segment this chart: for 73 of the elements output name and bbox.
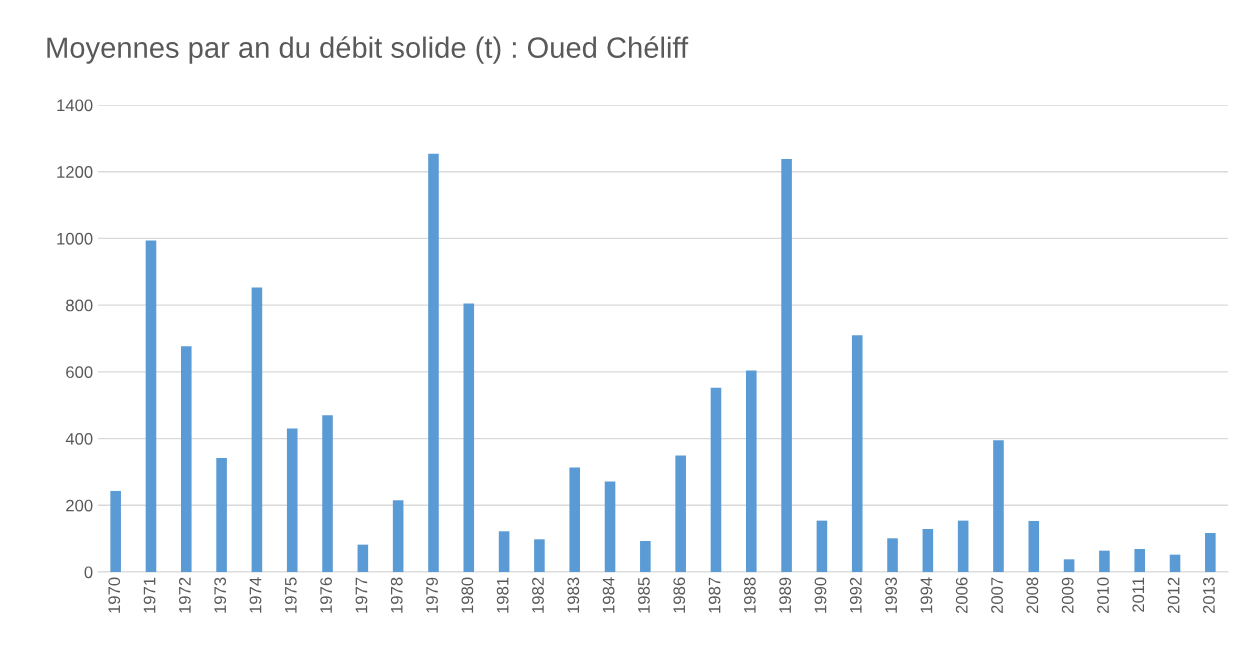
x-tick-label: 1976 <box>320 577 333 613</box>
x-tick-label: 1973 <box>214 577 227 613</box>
bar <box>428 153 439 572</box>
x-tick-label: 1980 <box>461 577 474 613</box>
x-tick-label: 1994 <box>920 577 933 613</box>
bar <box>1169 554 1181 572</box>
y-tick-label: 1200 <box>57 166 93 178</box>
y-tick-label: 0 <box>84 566 93 579</box>
x-tick-label: 1978 <box>390 577 403 613</box>
bar <box>322 415 333 572</box>
x-tick-label: 2006 <box>955 577 968 614</box>
y-tick-label: 600 <box>66 366 93 379</box>
bar <box>745 370 757 572</box>
x-tick-label: 1988 <box>743 577 756 613</box>
y-tick-label: 1000 <box>57 232 93 245</box>
bar <box>1134 548 1146 572</box>
bar <box>816 520 828 572</box>
bar <box>957 520 969 572</box>
bar <box>993 440 1004 572</box>
bar <box>887 538 898 572</box>
y-tick-label: 400 <box>65 432 93 445</box>
bar <box>922 528 934 572</box>
x-tick-label: 1993 <box>885 577 898 613</box>
bar <box>463 303 475 572</box>
bar <box>180 346 192 572</box>
x-tick-label: 1975 <box>284 577 297 613</box>
x-tick-label: 1990 <box>814 577 827 613</box>
x-tick-label: 2010 <box>1097 577 1109 614</box>
bar <box>534 539 545 572</box>
x-tick-label: 1971 <box>143 577 156 613</box>
bar <box>498 531 510 572</box>
bar <box>675 455 686 572</box>
bar <box>1063 559 1075 572</box>
x-tick-label: 1972 <box>178 577 191 613</box>
x-tick-label: 2009 <box>1061 577 1074 614</box>
x-tick-label: 1992 <box>849 577 862 613</box>
x-tick-label: 1985 <box>638 577 650 613</box>
bar <box>145 240 157 572</box>
bar <box>1205 532 1216 572</box>
x-tick-label: 1977 <box>355 577 368 613</box>
y-tick-label: 1400 <box>57 99 93 112</box>
bar <box>1028 520 1040 572</box>
bar <box>1099 550 1110 572</box>
x-tick-label: 1984 <box>602 577 615 613</box>
x-tick-label: 1983 <box>567 577 580 613</box>
bar <box>286 428 298 572</box>
x-tick-label: 1982 <box>532 577 544 613</box>
x-tick-label: 2011 <box>1132 577 1145 612</box>
x-tick-label: 1987 <box>708 577 721 613</box>
chart-title: Moyennes par an du débit solide (t) : Oued Chéliff <box>47 36 689 64</box>
x-tick-label: 2013 <box>1203 577 1215 614</box>
bar <box>851 335 863 572</box>
bar <box>110 490 121 572</box>
x-tick-label: 2007 <box>991 577 1003 614</box>
bar <box>569 467 581 572</box>
x-tick-label: 1981 <box>496 577 509 613</box>
bar <box>604 481 616 572</box>
x-tick-label: 1970 <box>108 577 121 613</box>
x-tick-label: 1989 <box>779 577 792 613</box>
x-tick-label: 2012 <box>1167 577 1180 614</box>
x-tick-label: 1974 <box>249 577 262 613</box>
bar <box>251 287 263 572</box>
y-tick-label: 800 <box>66 299 93 312</box>
y-tick-label: 200 <box>66 499 93 512</box>
x-tick-label: 2008 <box>1026 577 1039 614</box>
bar <box>216 457 227 572</box>
x-tick-label: 1979 <box>426 577 438 613</box>
bar <box>392 500 404 572</box>
bar <box>781 159 792 572</box>
bar <box>357 544 369 572</box>
bar <box>640 540 651 572</box>
x-tick-label: 1986 <box>673 577 686 613</box>
bar <box>710 387 722 572</box>
